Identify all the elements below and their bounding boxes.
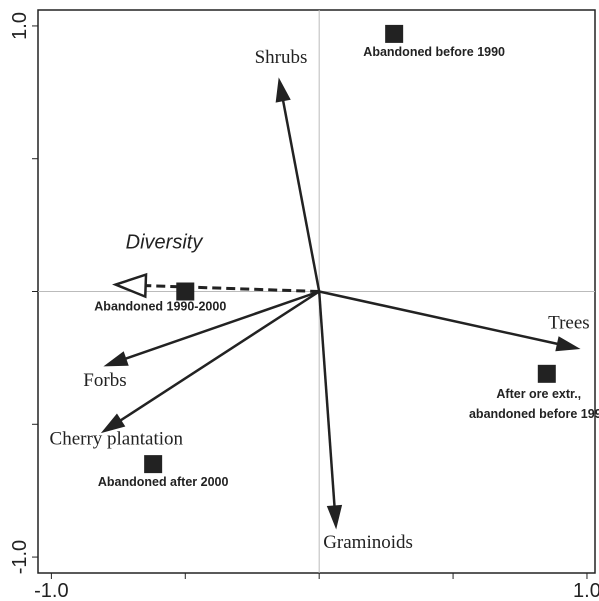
vector-shaft — [281, 100, 321, 292]
sample-point — [144, 455, 163, 474]
vector-label: Shrubs — [255, 47, 308, 68]
y-tick-label: 1.0 — [9, 12, 31, 40]
vector-shaft — [318, 290, 558, 346]
point-label: abandoned before 1990 — [469, 407, 599, 421]
sample-point — [385, 24, 404, 43]
vector-shaft — [317, 291, 336, 506]
point-label: Abandoned before 1990 — [363, 45, 505, 59]
vector-label: Diversity — [126, 232, 204, 254]
point-label: After ore extr., — [496, 387, 581, 401]
vector-head — [275, 77, 291, 103]
x-tick-label: -1.0 — [34, 580, 68, 601]
vector-shaft — [125, 290, 320, 360]
sample-point — [537, 364, 556, 383]
y-tick-label: -1.0 — [9, 540, 31, 574]
vector-label: Cherry plantation — [50, 428, 184, 449]
vector-head — [100, 413, 126, 434]
vector-label: Forbs — [83, 370, 126, 391]
sample-point — [176, 282, 195, 301]
vector-head — [326, 504, 343, 530]
point-label: Abandoned 1990-2000 — [94, 300, 226, 314]
vector-label: Trees — [548, 313, 590, 334]
vector-head — [555, 336, 581, 352]
vector-head — [112, 272, 148, 299]
vector-head — [103, 351, 129, 367]
vector-label: Graminoids — [323, 532, 413, 553]
x-tick-label: 1.0 — [573, 580, 599, 601]
point-label: Abandoned after 2000 — [98, 475, 229, 489]
vector-shaft — [145, 284, 320, 293]
vector-shaft — [120, 290, 320, 422]
